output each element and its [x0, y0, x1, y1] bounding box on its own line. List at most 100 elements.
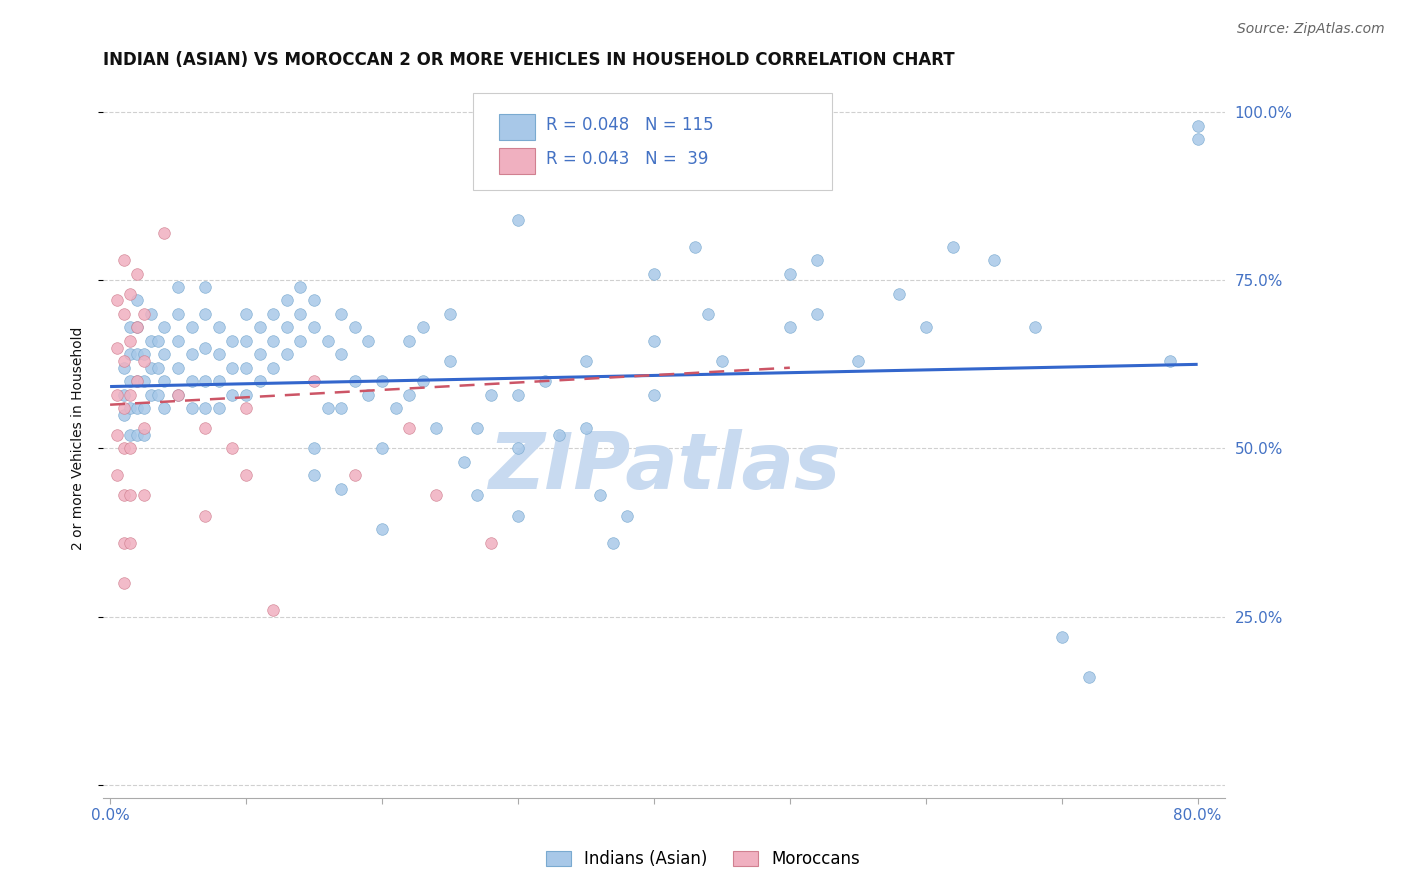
Point [153, 320, 176, 334]
Point [575, 421, 598, 435]
Point [235, 307, 257, 321]
Point [132, 347, 155, 361]
Point [120, 320, 142, 334]
Point [208, 401, 231, 415]
Point [112, 408, 135, 422]
Point [153, 401, 176, 415]
Point [208, 347, 231, 361]
Point [112, 360, 135, 375]
Point [112, 488, 135, 502]
Point [534, 374, 557, 388]
Point [132, 374, 155, 388]
Point [194, 421, 217, 435]
Point [249, 347, 271, 361]
Point [208, 374, 231, 388]
Point [120, 428, 142, 442]
Point [302, 320, 325, 334]
Point [806, 307, 828, 321]
Point [643, 387, 665, 401]
Point [465, 421, 488, 435]
Point [249, 320, 271, 334]
Point [120, 374, 142, 388]
Point [235, 334, 257, 348]
Point [120, 387, 142, 401]
Point [194, 341, 217, 355]
Point [412, 320, 434, 334]
Point [425, 488, 447, 502]
Point [506, 212, 529, 227]
Point [453, 455, 475, 469]
Text: R = 0.048   N = 115: R = 0.048 N = 115 [547, 116, 714, 135]
Point [330, 482, 353, 496]
Point [697, 307, 720, 321]
Point [276, 347, 298, 361]
Point [194, 280, 217, 294]
Point [371, 374, 394, 388]
Point [371, 442, 394, 456]
Point [167, 280, 190, 294]
Point [1050, 630, 1073, 644]
Point [127, 293, 149, 308]
Point [343, 320, 366, 334]
Point [290, 280, 312, 294]
Point [167, 360, 190, 375]
Point [112, 307, 135, 321]
Point [146, 334, 169, 348]
Point [105, 341, 128, 355]
Point [235, 387, 257, 401]
Point [132, 428, 155, 442]
Point [208, 320, 231, 334]
Point [479, 535, 502, 549]
Point [180, 401, 202, 415]
Point [262, 603, 284, 617]
Point [1187, 119, 1209, 133]
Point [127, 428, 149, 442]
Point [779, 267, 801, 281]
Point [302, 374, 325, 388]
Point [479, 387, 502, 401]
Legend: Indians (Asian), Moroccans: Indians (Asian), Moroccans [540, 844, 866, 875]
Point [127, 267, 149, 281]
Point [127, 320, 149, 334]
Point [439, 354, 461, 368]
Point [112, 354, 135, 368]
Point [127, 401, 149, 415]
Point [316, 334, 339, 348]
Point [112, 387, 135, 401]
Point [105, 293, 128, 308]
Point [146, 360, 169, 375]
Point [547, 428, 569, 442]
Point [120, 535, 142, 549]
Point [330, 401, 353, 415]
Point [302, 293, 325, 308]
Point [262, 334, 284, 348]
Point [602, 535, 624, 549]
Text: ZIPatlas: ZIPatlas [488, 429, 841, 505]
Point [221, 442, 243, 456]
Point [194, 401, 217, 415]
Point [1077, 670, 1099, 684]
Point [120, 334, 142, 348]
Point [302, 442, 325, 456]
Point [983, 253, 1005, 268]
Point [290, 307, 312, 321]
Point [806, 253, 828, 268]
Point [887, 286, 910, 301]
Point [127, 347, 149, 361]
Point [779, 320, 801, 334]
Point [153, 374, 176, 388]
Point [139, 387, 162, 401]
Point [343, 374, 366, 388]
Point [643, 334, 665, 348]
Point [180, 374, 202, 388]
Point [616, 508, 638, 523]
Point [710, 354, 733, 368]
Point [1159, 354, 1181, 368]
Point [132, 354, 155, 368]
Point [942, 240, 965, 254]
Point [276, 320, 298, 334]
Point [1187, 132, 1209, 146]
Point [120, 347, 142, 361]
FancyBboxPatch shape [474, 93, 832, 190]
Point [846, 354, 869, 368]
